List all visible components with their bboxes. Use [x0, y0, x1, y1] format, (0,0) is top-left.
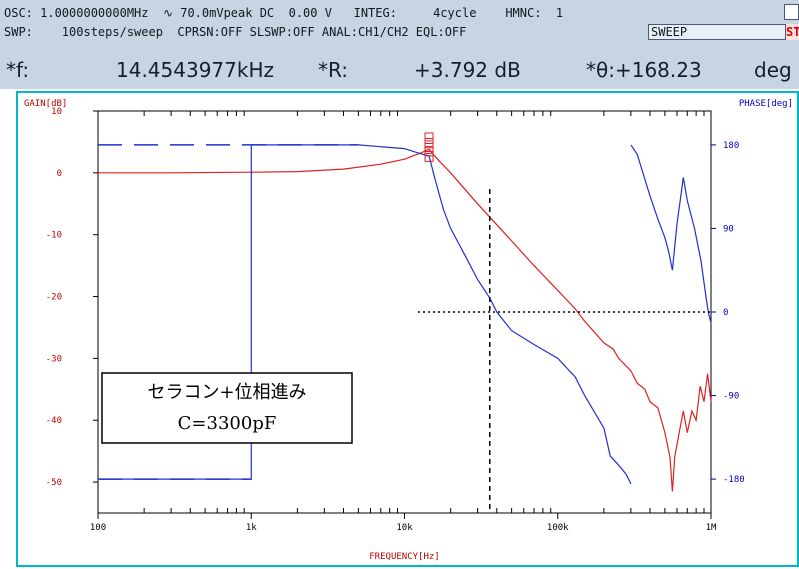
- gain-label: *R:: [318, 58, 349, 82]
- phase-curve: [98, 144, 632, 485]
- y-left-tick-label: 0: [57, 169, 62, 179]
- chart-frame: GAIN[dB] PHASE[deg] FREQUENCY[Hz] 100 1k 10k 1…: [16, 91, 799, 567]
- y-axis-right-title: PHASE[deg]: [739, 99, 793, 109]
- phase-readout: *θ:+168.23: [586, 58, 702, 82]
- y-left-tick-label: 10: [51, 107, 62, 117]
- y-left-tick-label: -30: [46, 354, 62, 364]
- annotation-title: セラコン+位相進み: [147, 382, 306, 403]
- oscillator-status-line: OSC: 1.0000000000MHz ∿ 70.0mVpeak DC 0.0…: [4, 6, 564, 20]
- marker-point: [424, 152, 434, 162]
- hmnc-field[interactable]: [784, 4, 799, 20]
- y-left-tick-label: -20: [46, 293, 62, 303]
- marker-point: [424, 142, 434, 152]
- y-right-tick-label: 180: [723, 141, 739, 151]
- x-tick-label: 100k: [547, 523, 569, 533]
- phase-unit: deg: [754, 58, 792, 82]
- y-left-tick-label: -50: [46, 478, 62, 488]
- frequency-label: *f:: [6, 58, 30, 82]
- bode-plot: GAIN[dB] PHASE[deg]FREQUENCY[Hz]100 1k 10k 1…: [24, 99, 793, 562]
- phase-curve: [630, 144, 712, 324]
- marker-point: [424, 132, 434, 142]
- y-right-tick-label: 90: [723, 224, 734, 234]
- annotation-capacitance: C=3300pF: [178, 413, 277, 434]
- y-left-tick-label: -10: [46, 231, 62, 241]
- x-tick-label: 1k: [246, 523, 257, 533]
- y-right-tick-label: 0: [723, 308, 728, 318]
- frequency-value: 14.4543977kHz: [116, 58, 274, 82]
- x-tick-label: 1M: [706, 523, 717, 533]
- x-tick-label: 100: [90, 523, 106, 533]
- marker-readout: *f: 14.4543977kHz *R: +3.792 dB *θ:+168.…: [0, 50, 799, 88]
- y-left-tick-label: -40: [46, 416, 62, 426]
- sweep-mode-field[interactable]: SWEEP: [648, 24, 786, 40]
- gain-curve: [98, 148, 712, 492]
- gain-value: +3.792 dB: [414, 58, 521, 82]
- x-axis-title: FREQUENCY[Hz]: [369, 552, 439, 562]
- y-right-tick-label: -180: [723, 475, 745, 485]
- status-header: OSC: 1.0000000000MHz ∿ 70.0mVpeak DC 0.0…: [0, 0, 799, 89]
- annotation-box: [101, 372, 353, 444]
- sweep-status-line: SWP: 100steps/sweep CPRSN:OFF SLSWP:OFF …: [4, 25, 467, 39]
- stop-button[interactable]: STO: [786, 24, 799, 40]
- marker-point: [424, 138, 434, 148]
- x-tick-label: 10k: [396, 523, 413, 533]
- y-right-tick-label: -90: [723, 392, 739, 402]
- y-axis-left-title: GAIN[dB]: [24, 99, 67, 109]
